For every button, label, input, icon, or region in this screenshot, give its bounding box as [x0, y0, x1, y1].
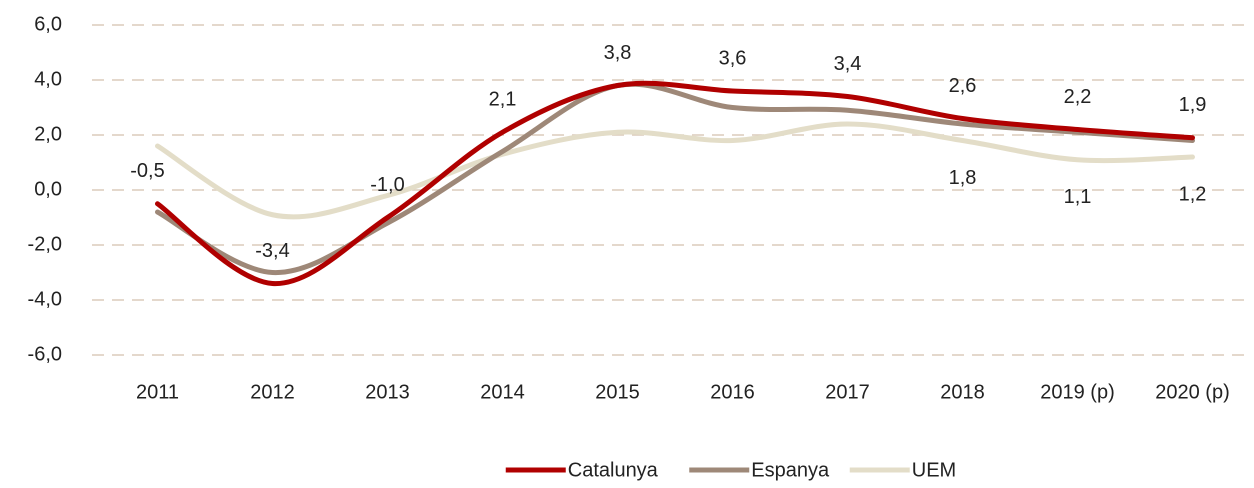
x-tick-label: 2015	[595, 381, 640, 403]
data-label: 2,2	[1064, 86, 1092, 108]
x-tick-label: 2017	[825, 381, 870, 403]
x-tick-label: 2012	[250, 381, 295, 403]
y-tick-label: 0,0	[34, 178, 62, 200]
data-label: 3,4	[834, 53, 862, 75]
data-label: 3,8	[604, 42, 632, 64]
data-label: 2,6	[949, 75, 977, 97]
y-tick-label: 6,0	[34, 13, 62, 35]
legend-label: Catalunya	[568, 459, 659, 481]
y-tick-label: -2,0	[28, 233, 62, 255]
data-label: -0,5	[130, 160, 164, 182]
legend-label: UEM	[912, 459, 956, 481]
legend-label: Espanya	[751, 459, 830, 481]
x-tick-label: 2011	[136, 381, 179, 403]
data-label: -3,4	[255, 240, 289, 262]
x-tick-label: 2020 (p)	[1155, 381, 1230, 403]
x-tick-label: 2019 (p)	[1040, 381, 1115, 403]
x-tick-label: 2014	[480, 381, 525, 403]
y-tick-label: 2,0	[34, 123, 62, 145]
data-label: 1,8	[949, 167, 977, 189]
series-line	[155, 81, 1195, 276]
y-tick-label: -4,0	[28, 288, 62, 310]
data-label: 1,2	[1179, 183, 1207, 205]
y-tick-label: -6,0	[28, 343, 62, 365]
x-tick-label: 2018	[940, 381, 985, 403]
data-label: 1,1	[1064, 186, 1092, 208]
y-tick-label: 4,0	[34, 68, 62, 90]
data-label: 1,9	[1179, 94, 1207, 116]
series-line	[155, 80, 1195, 287]
data-label: -1,0	[370, 174, 404, 196]
x-tick-label: 2016	[710, 381, 755, 403]
series-line	[155, 121, 1195, 220]
x-tick-label: 2013	[365, 381, 410, 403]
data-label: 2,1	[489, 89, 517, 111]
data-label: 3,6	[719, 47, 747, 69]
